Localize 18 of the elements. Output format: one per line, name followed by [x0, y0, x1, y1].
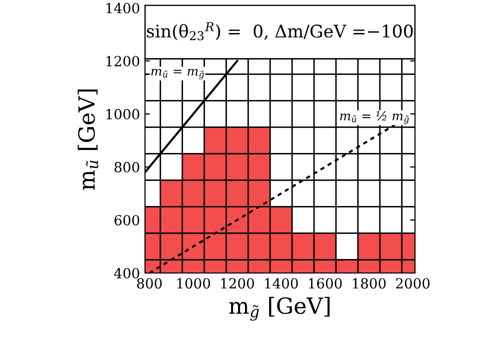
y-tick-label: 1200 — [106, 56, 140, 66]
y-tick-label: 1400 — [106, 2, 140, 14]
x-tick-label: 2000 — [396, 278, 430, 289]
annotation: m$_{ũ}$ = m$_{g̃}$ — [151, 68, 204, 80]
y-tick-label: 600 — [114, 214, 140, 226]
y-axis-title: m$_{ũ}$ [GeV] — [78, 89, 98, 190]
x-axis-title: m$_{g̃}$ [GeV] — [229, 296, 330, 321]
x-tick-label: 1200 — [221, 278, 254, 289]
x-tick-label: 1600 — [309, 278, 342, 289]
x-tick-label: 1400 — [265, 278, 298, 289]
x-tick-label: 800 — [137, 278, 162, 289]
y-tick-label: 800 — [114, 162, 140, 172]
text: sin(θ$_{23}$$^{R}$) = 0, Δm/GeV =−100 — [146, 22, 413, 40]
y-tick-label: 1000 — [106, 108, 140, 120]
annotation: m$_{ũ}$ = ½ m$_{g̃}$ — [340, 111, 409, 124]
x-tick-label: 1000 — [177, 278, 210, 289]
x-tick-label: 1800 — [352, 278, 386, 289]
y-tick-label: 400 — [114, 268, 140, 278]
